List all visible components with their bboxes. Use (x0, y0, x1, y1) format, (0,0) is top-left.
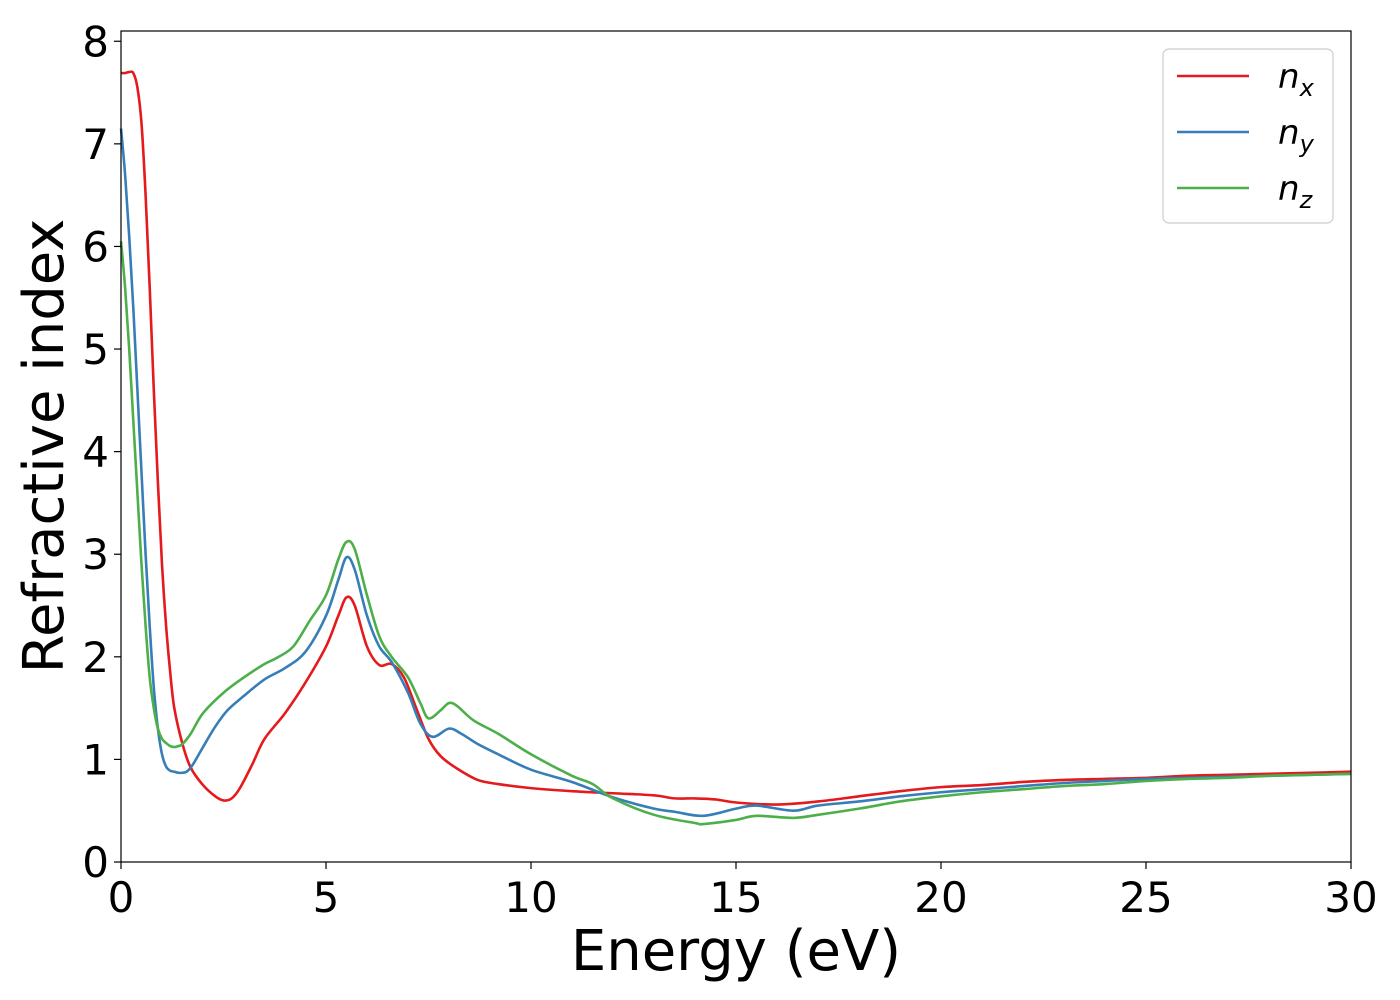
y-axis-label: Refractive index (12, 219, 77, 674)
series-line-nx (120, 70, 1352, 806)
plot-background (121, 31, 1351, 862)
series-layer (119, 70, 1352, 826)
series-line-ny (119, 128, 1352, 818)
y-tick-label: 4 (82, 428, 109, 477)
x-tick-label: 30 (1324, 873, 1377, 922)
y-tick-label: 8 (82, 17, 109, 66)
y-tick-label: 5 (82, 325, 109, 374)
x-tick-label: 20 (914, 873, 967, 922)
y-axis-ticks: 0 1 2 3 4 5 6 7 8 (82, 17, 121, 887)
y-tick-label: 0 (82, 838, 109, 887)
y-tick-label: 3 (82, 530, 109, 579)
x-tick-label: 10 (504, 873, 557, 922)
x-axis-label: Energy (eV) (571, 919, 901, 984)
y-tick-label: 7 (82, 120, 109, 169)
x-axis-ticks: 0 5 10 15 20 25 30 (108, 862, 1378, 922)
legend-label-ny: ny (1278, 113, 1315, 158)
x-tick-label: 5 (313, 873, 340, 922)
x-tick-label: 25 (1119, 873, 1172, 922)
x-tick-label: 0 (108, 873, 135, 922)
series-line-nz (119, 241, 1352, 826)
y-tick-label: 2 (82, 633, 109, 682)
x-tick-label: 15 (709, 873, 762, 922)
y-tick-label: 1 (82, 735, 109, 784)
legend-box (1162, 48, 1334, 224)
y-tick-label: 6 (82, 222, 109, 271)
